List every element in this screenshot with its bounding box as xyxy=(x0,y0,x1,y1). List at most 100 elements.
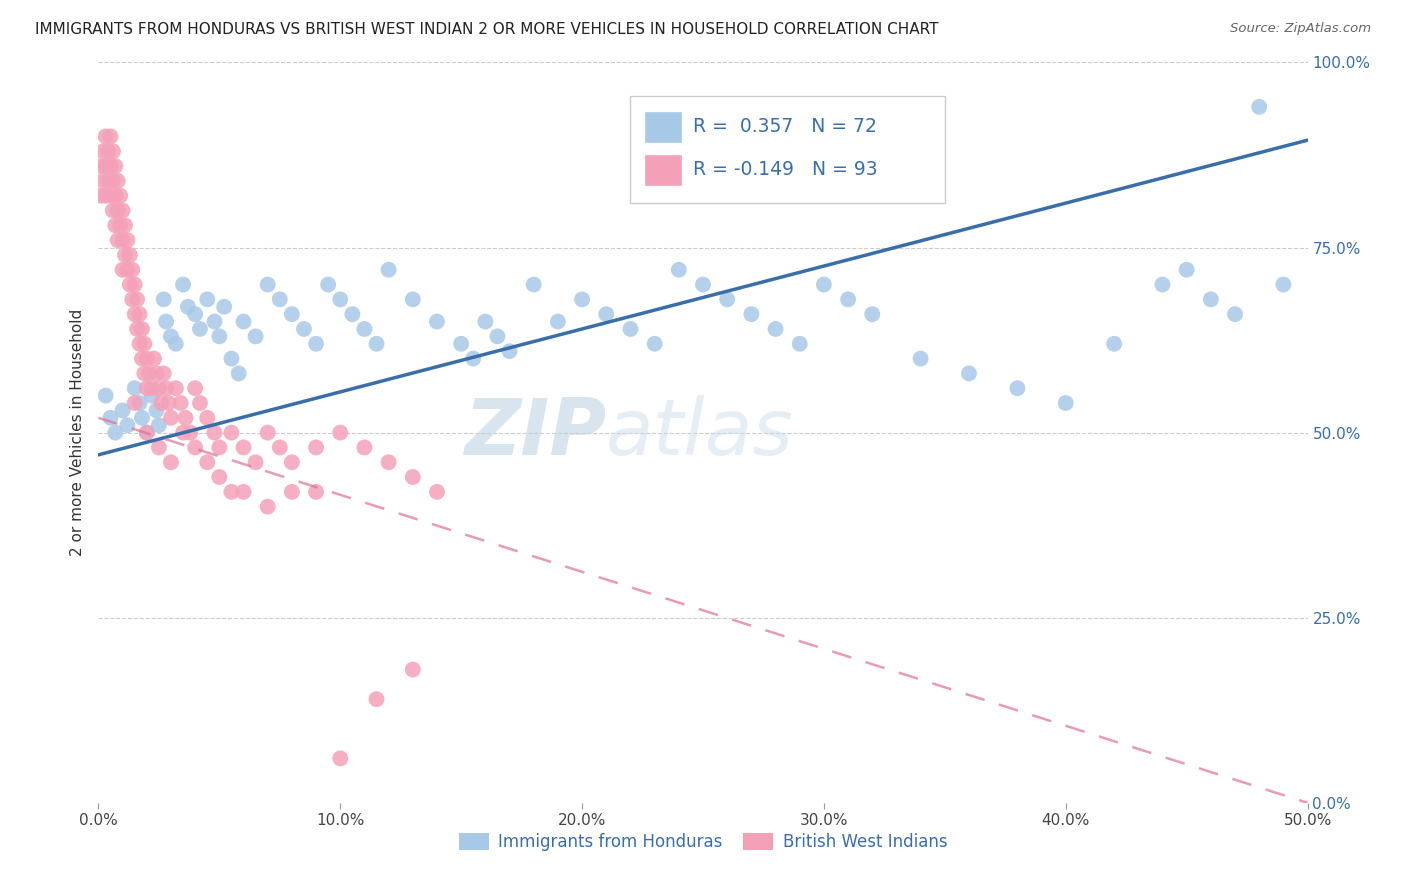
Point xyxy=(184,381,207,395)
Point xyxy=(172,425,194,440)
Point xyxy=(127,293,149,307)
Point xyxy=(97,145,120,159)
Point xyxy=(100,129,122,144)
Point xyxy=(152,293,174,307)
Point xyxy=(1054,396,1077,410)
Point xyxy=(165,336,187,351)
Point xyxy=(204,314,226,328)
Point xyxy=(101,145,124,159)
Point xyxy=(94,388,117,402)
Point xyxy=(208,441,231,455)
Point xyxy=(107,233,129,247)
Point xyxy=(342,307,364,321)
Point xyxy=(107,174,129,188)
Text: R =  0.357   N = 72: R = 0.357 N = 72 xyxy=(693,118,877,136)
Point xyxy=(1152,277,1174,292)
Point xyxy=(221,425,243,440)
Point xyxy=(329,425,352,440)
Text: R = -0.149   N = 93: R = -0.149 N = 93 xyxy=(693,161,877,179)
Point xyxy=(131,322,153,336)
Point xyxy=(910,351,932,366)
Point xyxy=(111,403,134,417)
Point xyxy=(114,219,136,233)
Point xyxy=(101,174,124,188)
Point xyxy=(100,410,122,425)
FancyBboxPatch shape xyxy=(630,95,945,203)
Point xyxy=(281,484,304,499)
Point xyxy=(177,300,200,314)
Point xyxy=(256,425,278,440)
Point xyxy=(1175,262,1198,277)
Point xyxy=(523,277,546,292)
Point xyxy=(157,396,180,410)
Point xyxy=(228,367,250,381)
Point xyxy=(131,410,153,425)
Point xyxy=(135,381,157,395)
Point xyxy=(188,396,211,410)
Point xyxy=(160,455,183,469)
Point xyxy=(121,262,143,277)
Point xyxy=(1249,100,1271,114)
Point xyxy=(131,351,153,366)
Bar xyxy=(645,112,682,142)
Point xyxy=(571,293,593,307)
Point xyxy=(155,314,177,328)
Point xyxy=(232,484,254,499)
Point xyxy=(124,396,146,410)
Point xyxy=(486,329,509,343)
Point xyxy=(128,396,150,410)
Point xyxy=(184,307,207,321)
Point xyxy=(179,425,201,440)
Point xyxy=(305,336,328,351)
Point xyxy=(90,159,112,173)
Point xyxy=(957,367,980,381)
Point xyxy=(305,484,328,499)
Point xyxy=(121,293,143,307)
Point xyxy=(212,300,235,314)
Point xyxy=(1102,336,1125,351)
Point xyxy=(141,388,163,402)
Point xyxy=(366,692,388,706)
Point xyxy=(134,336,156,351)
Point xyxy=(150,396,173,410)
Point xyxy=(402,470,425,484)
Point xyxy=(107,203,129,218)
Point xyxy=(165,381,187,395)
Bar xyxy=(645,155,682,185)
Point xyxy=(353,441,375,455)
Point xyxy=(118,248,141,262)
Point xyxy=(377,262,399,277)
Point xyxy=(100,159,122,173)
Point xyxy=(169,396,191,410)
Point xyxy=(498,344,520,359)
Point xyxy=(281,455,304,469)
Point xyxy=(118,277,141,292)
Point xyxy=(188,322,211,336)
Point xyxy=(860,307,883,321)
Point xyxy=(100,188,122,202)
Point xyxy=(269,293,291,307)
Point xyxy=(108,188,131,202)
Point xyxy=(195,293,218,307)
Point xyxy=(143,351,166,366)
Point xyxy=(114,248,136,262)
Point xyxy=(135,425,157,440)
Point xyxy=(195,410,218,425)
Point xyxy=(145,367,167,381)
Point xyxy=(269,441,291,455)
Point xyxy=(353,322,375,336)
Point xyxy=(668,262,690,277)
Point xyxy=(148,441,170,455)
Point xyxy=(155,381,177,395)
Point xyxy=(813,277,835,292)
Point xyxy=(104,219,127,233)
Point xyxy=(208,470,231,484)
Point xyxy=(135,351,157,366)
Y-axis label: 2 or more Vehicles in Household: 2 or more Vehicles in Household xyxy=(70,309,86,557)
Text: Source: ZipAtlas.com: Source: ZipAtlas.com xyxy=(1230,22,1371,36)
Point xyxy=(172,277,194,292)
Point xyxy=(450,336,472,351)
Point xyxy=(124,277,146,292)
Point xyxy=(329,751,352,765)
Point xyxy=(547,314,569,328)
